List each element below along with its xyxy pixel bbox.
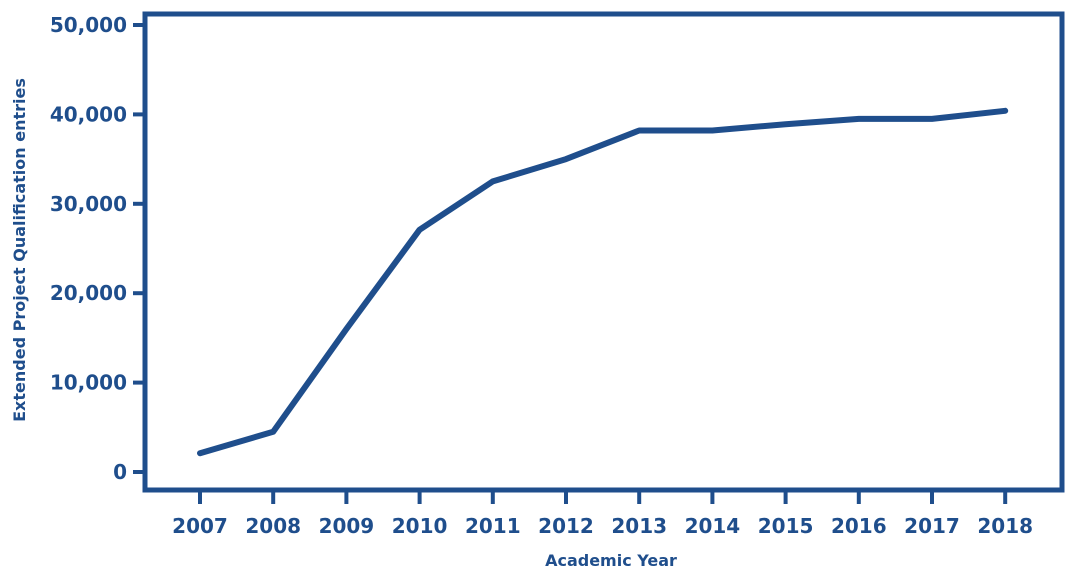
- x-tick-label: 2010: [392, 514, 448, 538]
- x-tick-label: 2018: [977, 514, 1033, 538]
- x-tick-label: 2008: [245, 514, 301, 538]
- plot-frame: [142, 11, 1065, 493]
- x-tick-label: 2016: [831, 514, 887, 538]
- x-tick-label: 2014: [685, 514, 741, 538]
- x-tick-label: 2011: [465, 514, 521, 538]
- y-axis: 0 10,000 20,000 30,000 40,000 50,000: [50, 13, 145, 484]
- y-tick-label: 50,000: [50, 13, 127, 37]
- y-tick-label: 0: [113, 460, 127, 484]
- x-tick-label: 2012: [538, 514, 594, 538]
- x-tick-label: 2009: [319, 514, 375, 538]
- x-tick-label: 2015: [758, 514, 814, 538]
- y-tick-label: 20,000: [50, 281, 127, 305]
- x-tick-label: 2017: [904, 514, 960, 538]
- x-axis-title: Academic Year: [545, 551, 677, 570]
- y-tick-label: 40,000: [50, 102, 127, 126]
- x-tick-label: 2013: [611, 514, 667, 538]
- y-tick-label: 10,000: [50, 371, 127, 395]
- x-tick-label: 2007: [172, 514, 228, 538]
- x-axis: 2007 2008 2009 2010 2011 2012 2013 2014 2015 2016…: [172, 490, 1033, 538]
- y-tick-label: 30,000: [50, 192, 127, 216]
- y-axis-title: Extended Project Qualification entries: [10, 78, 29, 422]
- series-line: [197, 107, 1009, 457]
